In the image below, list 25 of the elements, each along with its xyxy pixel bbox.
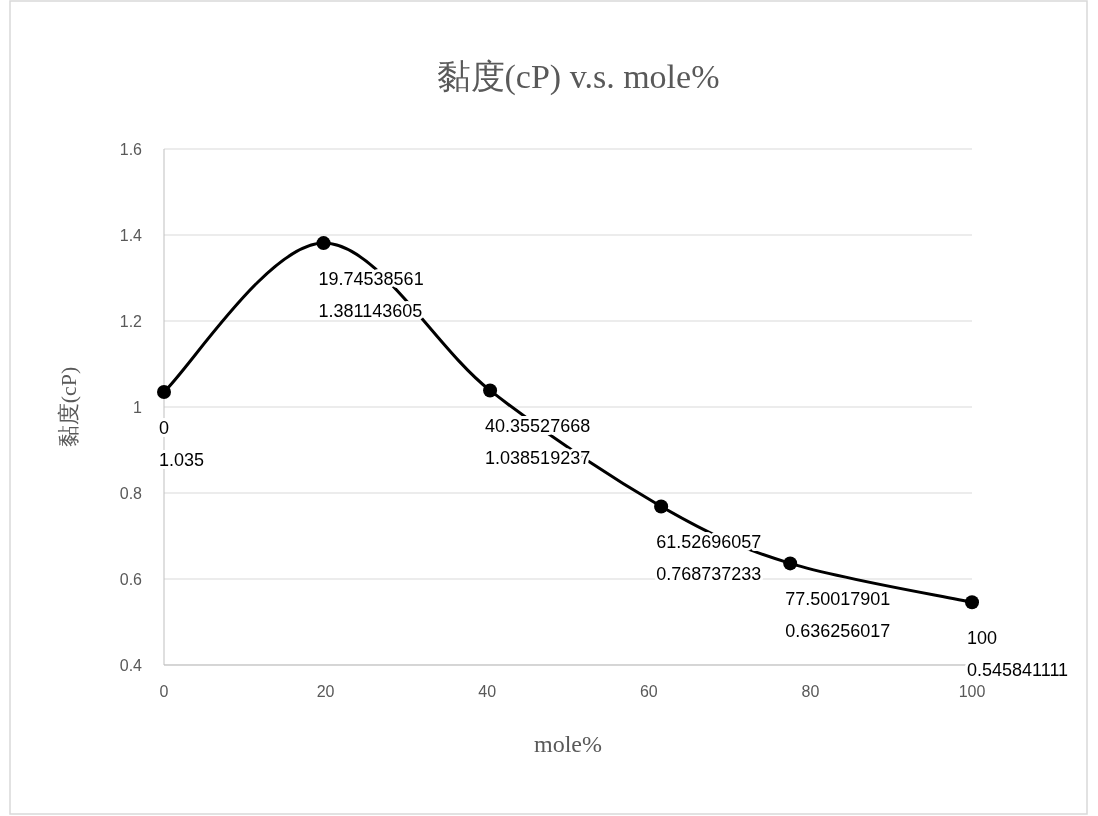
x-tick-label: 80 bbox=[801, 683, 820, 700]
point bbox=[654, 499, 669, 514]
x-tick-label: 100 bbox=[958, 683, 986, 700]
x-tick-label: 0 bbox=[159, 683, 169, 700]
y-tick-label: 0.6 bbox=[119, 571, 143, 588]
y-tick-label: 0.4 bbox=[119, 657, 143, 674]
point bbox=[483, 383, 498, 398]
y-tick-label: 1.6 bbox=[119, 141, 143, 158]
point bbox=[157, 384, 171, 399]
y-tick-label: 1.4 bbox=[119, 227, 143, 244]
data-label: 0 1.035 bbox=[159, 417, 205, 470]
y-tick-label: 1 bbox=[133, 399, 143, 416]
y-tick-label: 1.2 bbox=[119, 313, 143, 330]
x-tick-label: 40 bbox=[478, 683, 497, 700]
point bbox=[783, 556, 798, 571]
y-axis-title: 黏度(cP) bbox=[56, 366, 81, 448]
chart-title: 黏度(cP) v.s. mole% bbox=[436, 58, 720, 96]
data-label: 100 0.545841111 bbox=[967, 628, 1069, 681]
x-axis-title: mole% bbox=[534, 731, 602, 757]
data-label: 77.50017901 0.636256017 bbox=[785, 589, 891, 642]
x-tick-label: 20 bbox=[316, 683, 335, 700]
x-tick-label: 60 bbox=[639, 683, 658, 700]
y-tick-label: 0.8 bbox=[119, 485, 143, 502]
point bbox=[316, 236, 331, 251]
point bbox=[965, 595, 979, 610]
